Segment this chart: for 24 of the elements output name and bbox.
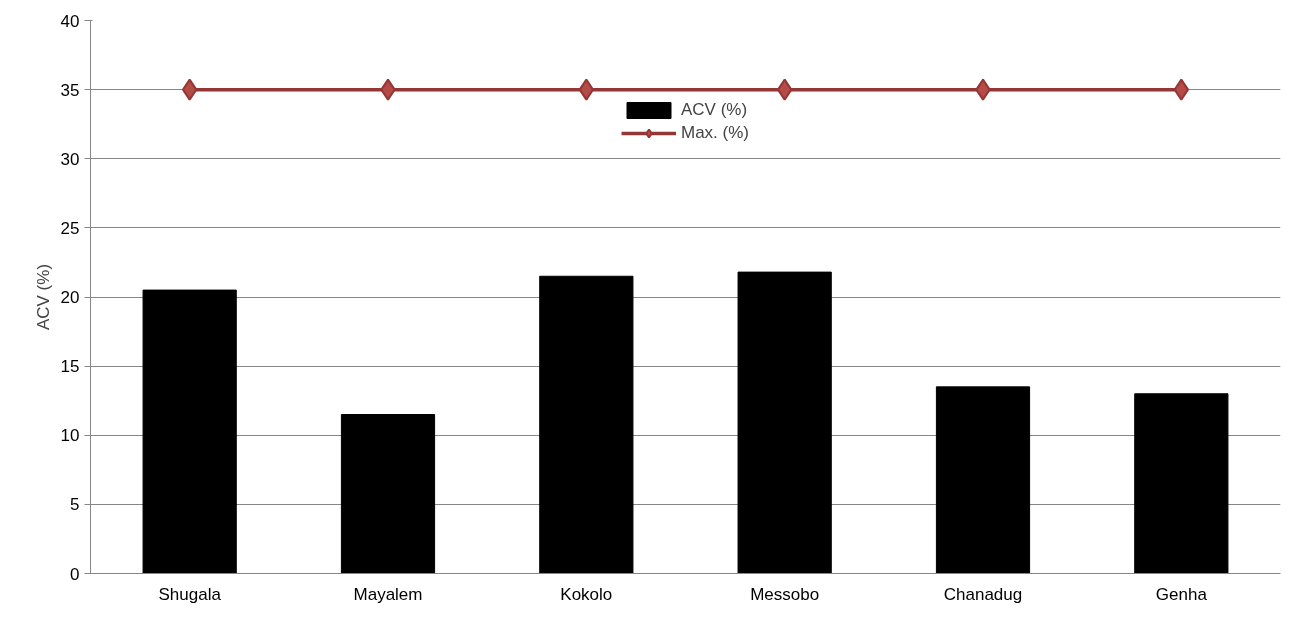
legend-label: Max. (%) [681, 123, 749, 143]
bar [142, 289, 237, 574]
y-tick-label: 0 [70, 564, 80, 584]
bar [539, 275, 634, 574]
y-tick-label: 20 [60, 288, 80, 307]
y-tick-label: 40 [60, 11, 80, 31]
x-tick-label: Chanadug [943, 584, 1023, 604]
legend-label: ACV (%) [681, 100, 748, 120]
bar [340, 414, 436, 574]
y-axis-title: ACV (%) [33, 263, 53, 331]
y-tick-label: 35 [60, 80, 80, 100]
bar [1134, 393, 1229, 574]
x-tick-label: Mayalem [353, 584, 423, 604]
y-tick-label: 30 [60, 149, 80, 169]
x-tick-label: Genha [1155, 584, 1208, 604]
y-tick-label: 15 [60, 357, 80, 377]
bar [935, 386, 1031, 574]
x-tick-label: Shugala [158, 584, 222, 604]
x-tick-label: Messobo [750, 584, 820, 604]
bar [737, 271, 832, 574]
y-tick-label: 5 [70, 495, 80, 515]
y-tick-label: 10 [60, 426, 80, 446]
y-tick-label: 25 [60, 218, 80, 238]
x-tick-label: Kokolo [560, 584, 613, 604]
